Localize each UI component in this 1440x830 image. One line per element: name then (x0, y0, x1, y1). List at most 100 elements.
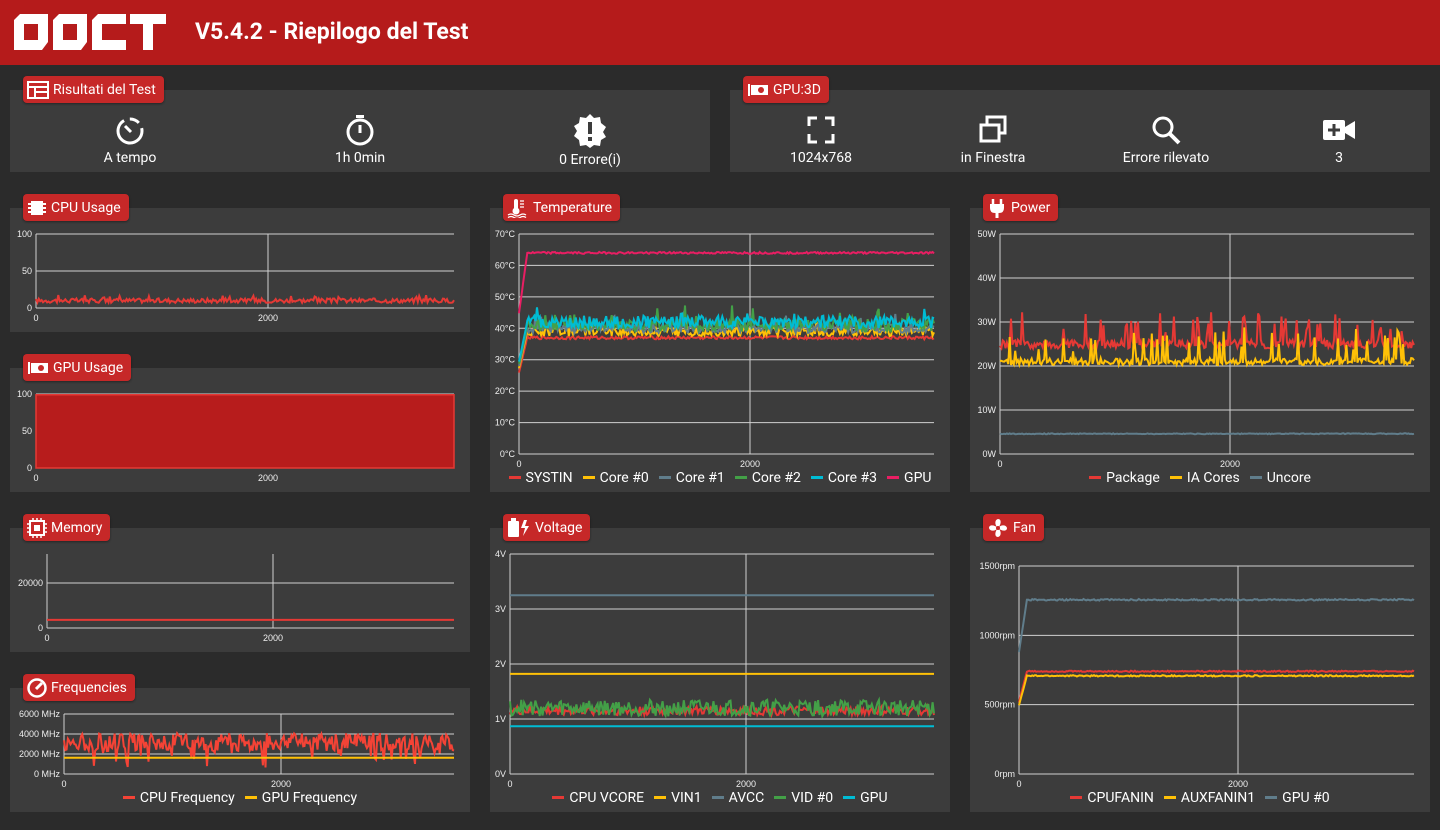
tab-test-results-label: Risultati del Test (53, 81, 156, 98)
memory-chart: 20000 00 2000 (18, 554, 454, 643)
legend-swatch (1070, 795, 1083, 799)
legend-item[interactable]: CPU VCORE (552, 790, 644, 806)
series-area-gpu-usage (35, 393, 455, 469)
legend-item[interactable]: VID #0 (774, 790, 833, 806)
legend-item[interactable]: Core #2 (734, 470, 801, 486)
y-tick-label: 100 (17, 389, 32, 399)
y-tick-label: 10W (977, 405, 996, 415)
tab-gpu-usage[interactable]: GPU Usage (23, 354, 132, 381)
tab-power[interactable]: Power (983, 194, 1059, 221)
y-tick-label: 4000 MHz (19, 729, 61, 739)
series-line-cpu-usage (35, 292, 455, 306)
legend-item[interactable]: Uncore (1249, 470, 1311, 486)
legend-swatch (711, 795, 724, 799)
y-tick-label: 0 (27, 303, 32, 313)
tab-cpu-usage-label: CPU Usage (51, 199, 121, 216)
y-tick-label: 1500rpm (979, 561, 1015, 571)
legend-swatch (658, 475, 671, 479)
tab-fan[interactable]: Fan (983, 514, 1044, 541)
y-tick-label: 50W (977, 229, 996, 239)
y-tick-label: 10°C (495, 418, 516, 428)
test-mode-label: A tempo (103, 150, 157, 166)
y-tick-label: 50°C (495, 292, 516, 302)
window-mode-stat: in Finestra (913, 114, 1073, 166)
legend-swatch (244, 795, 257, 799)
error-badge-icon (574, 114, 606, 148)
legend-swatch (1089, 475, 1102, 479)
tab-temperature[interactable]: Temperature (503, 194, 621, 221)
legend-label: GPU Frequency (261, 790, 358, 806)
y-tick-label: 100 (17, 229, 32, 239)
series-line-package (999, 312, 1415, 352)
temperature-panel: 70°C 60°C 50°C 40°C 30°C 20°C 10°C 0°C 0 2000 SYS… (490, 208, 950, 492)
y-tick-label: 40°C (495, 323, 516, 333)
y-tick-label: 0 MHz (34, 769, 61, 779)
tab-memory[interactable]: Memory (23, 514, 111, 541)
legend-item[interactable]: Core #1 (658, 470, 725, 486)
series-line-auxfanin1 (1018, 673, 1415, 706)
tab-gpu3d-label: GPU:3D (773, 81, 821, 98)
tab-memory-label: Memory (51, 519, 103, 536)
memory-chip-icon (27, 517, 47, 538)
legend-label: Core #2 (751, 470, 801, 486)
cpu-chip-icon (28, 200, 46, 215)
legend-item[interactable]: Core #3 (810, 470, 878, 486)
legend-item[interactable]: AVCC (711, 790, 764, 806)
legend-item[interactable]: GPU Frequency (244, 790, 358, 806)
legend-item[interactable]: SYSTIN (508, 470, 573, 486)
power-chart: 50W 40W 30W 20W 10W 0W0 2000 (977, 229, 1415, 469)
tab-frequencies-label: Frequencies (51, 679, 127, 696)
legend-item[interactable]: VIN1 (654, 790, 702, 806)
legend-label: GPU #0 (1282, 790, 1330, 806)
power-legend: Package IA Cores Uncore (970, 470, 1430, 486)
y-tick-label: 20°C (495, 386, 516, 396)
legend-label: Core #3 (827, 470, 878, 486)
power-panel: 50W 40W 30W 20W 10W 0W 0 2000 Package IA Cores Un… (970, 208, 1430, 492)
tab-fan-label: Fan (1013, 519, 1036, 536)
legend-swatch (582, 475, 595, 479)
legend-swatch (1169, 475, 1182, 479)
y-tick-label: 20W (977, 361, 996, 371)
legend-item[interactable]: GPU (843, 790, 888, 806)
legend-item[interactable]: Core #0 (582, 470, 649, 486)
tab-frequencies[interactable]: Frequencies (23, 674, 135, 701)
y-tick-label: 0 (27, 463, 32, 473)
legend-item[interactable]: Package (1089, 470, 1160, 486)
tab-voltage[interactable]: Voltage (503, 514, 591, 541)
legend-label: GPU (904, 470, 932, 486)
voltage-chart: 4V 3V 2V 1V 0V0 2000 (495, 549, 935, 789)
occt-logo (14, 14, 166, 50)
timer-mode-icon (116, 117, 144, 145)
y-tick-label: 1V (495, 714, 506, 724)
legend-item[interactable]: CPUFANIN (1070, 790, 1154, 806)
tab-cpu-usage[interactable]: CPU Usage (23, 194, 129, 221)
legend-item[interactable]: GPU #0 (1265, 790, 1330, 806)
y-tick-label: 4V (495, 549, 506, 559)
stopwatch-icon (346, 115, 374, 146)
legend-item[interactable]: CPU Frequency (122, 790, 235, 806)
y-tick-label: 70°C (495, 229, 516, 239)
y-tick-label: 50 (22, 426, 32, 436)
tab-gpu3d[interactable]: GPU:3D (743, 76, 829, 103)
tab-test-results[interactable]: Risultati del Test (23, 76, 164, 103)
legend-item[interactable]: IA Cores (1169, 470, 1240, 486)
legend-label: CPU Frequency (139, 790, 235, 806)
series-line-cpufanin (1018, 669, 1415, 703)
legend-swatch (1163, 795, 1176, 799)
x-tick-label: 0 (61, 779, 66, 789)
y-tick-label: 6000 MHz (19, 709, 61, 719)
legend-label: Package (1106, 470, 1160, 486)
legend-item[interactable]: GPU (887, 470, 931, 486)
y-tick-label: 60°C (495, 260, 516, 270)
series-line-systin (518, 333, 935, 373)
shader-complexity-label: 3 (1335, 150, 1343, 166)
legend-swatch (508, 475, 521, 479)
series-line-vid-0 (509, 696, 935, 720)
test-results-panel: A tempo 1h 0min 0 Errore(i) (10, 90, 710, 172)
thermometer-icon (507, 198, 527, 218)
x-tick-label: 0 (507, 779, 512, 789)
legend-item[interactable]: AUXFANIN1 (1163, 790, 1255, 806)
speedometer-icon (27, 677, 47, 698)
resolution-label: 1024x768 (789, 150, 853, 166)
test-errors-label: 0 Errore(i) (559, 152, 621, 168)
